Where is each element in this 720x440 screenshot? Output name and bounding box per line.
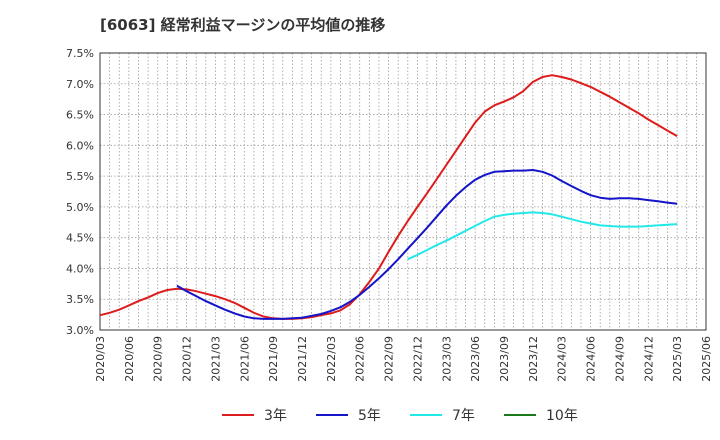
x-tick-label: 2021/06: [238, 336, 251, 382]
x-tick-label: 2022/09: [383, 336, 396, 382]
x-tick-label: 2023/06: [469, 336, 482, 382]
x-tick-label: 2025/06: [700, 336, 713, 382]
series-line-3年: [99, 74, 678, 320]
legend-label: 7年: [452, 408, 475, 424]
y-tick-label: 6.5%: [66, 109, 94, 122]
y-tick-label: 4.5%: [66, 232, 94, 245]
legend-label: 5年: [358, 408, 381, 424]
series-line-5年: [176, 169, 678, 320]
x-tick-label: 2023/09: [498, 336, 511, 382]
chart-title: [6063] 経常利益マージンの平均値の推移: [100, 16, 386, 34]
x-tick-label: 2025/03: [671, 336, 684, 382]
x-tick-label: 2024/12: [642, 336, 655, 382]
y-tick-label: 5.0%: [66, 201, 94, 214]
x-tick-label: 2024/06: [585, 336, 598, 382]
x-tick-label: 2023/03: [440, 336, 453, 382]
y-tick-label: 5.5%: [66, 170, 94, 183]
x-tick-label: 2021/09: [267, 336, 280, 382]
plot-frame: [99, 52, 707, 331]
y-tick-label: 3.5%: [66, 293, 94, 306]
x-tick-label: 2024/09: [613, 336, 626, 382]
x-tick-label: 2020/03: [94, 336, 107, 382]
legend-label: 10年: [546, 408, 578, 424]
y-tick-label: 6.0%: [66, 139, 94, 152]
x-tick-label: 2024/03: [556, 336, 569, 382]
x-tick-label: 2020/12: [181, 336, 194, 382]
x-tick-label: 2021/12: [296, 336, 309, 382]
x-tick-label: 2022/12: [411, 336, 424, 382]
x-tick-label: 2020/09: [152, 336, 165, 382]
x-tick-label: 2022/03: [325, 336, 338, 382]
x-tick-label: 2022/06: [354, 336, 367, 382]
legend-label: 3年: [264, 408, 287, 424]
y-tick-label: 4.0%: [66, 262, 94, 275]
y-tick-label: 7.0%: [66, 78, 94, 91]
x-tick-label: 2020/06: [123, 336, 136, 382]
y-tick-label: 3.0%: [66, 324, 94, 337]
series-line-7年: [407, 211, 678, 261]
y-tick-label: 7.5%: [66, 47, 94, 60]
x-tick-label: 2021/03: [209, 336, 222, 382]
x-tick-label: 2023/12: [527, 336, 540, 382]
